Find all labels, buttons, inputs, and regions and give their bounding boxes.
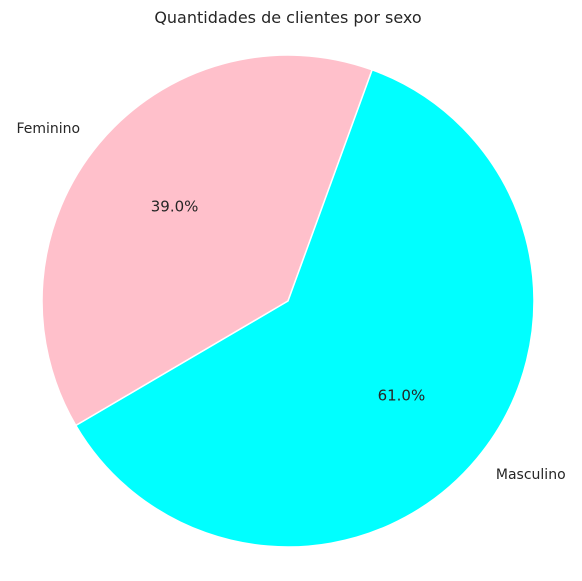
slice-label-feminino: Feminino: [16, 121, 80, 137]
pie-labels: Feminino 39.0% Masculino 61.0%: [16, 121, 565, 483]
percent-label-feminino: 39.0%: [151, 198, 199, 216]
pie-slice-feminino: [41, 54, 373, 427]
pie-slice-masculino: [75, 69, 535, 548]
percent-label-masculino: 61.0%: [378, 387, 426, 405]
pie-slices: [41, 54, 535, 548]
slice-label-masculino: Masculino: [496, 467, 566, 483]
chart-title: Quantidades de clientes por sexo: [154, 8, 421, 27]
